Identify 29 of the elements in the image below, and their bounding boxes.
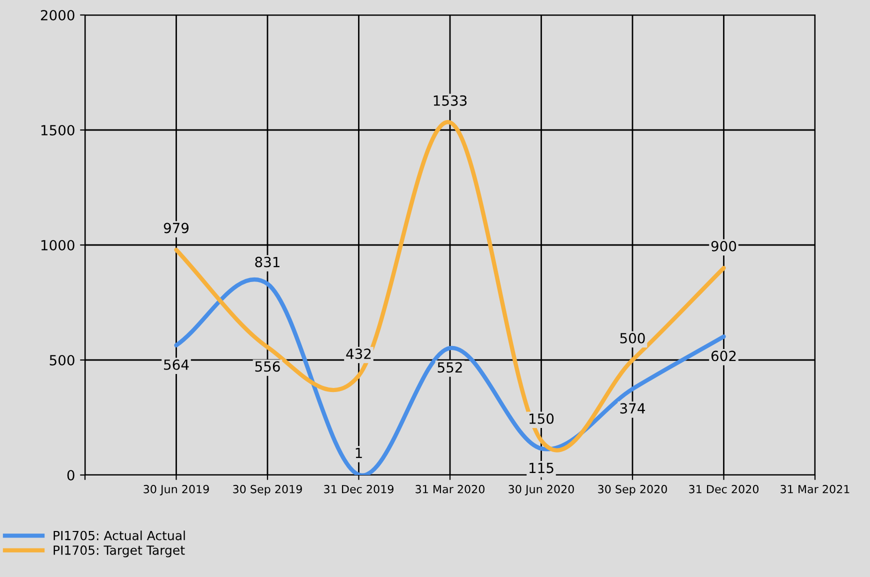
y-tick-label: 1500 [41, 124, 74, 136]
data-label: 115 [530, 462, 554, 474]
x-tick-label: 31 Mar 2021 [780, 484, 850, 494]
x-tick-label: 30 Jun 2020 [508, 484, 574, 496]
data-label: 552 [438, 362, 462, 373]
y-tick-label: 1000 [41, 240, 74, 250]
x-tick-label: 31 Dec 2020 [689, 484, 758, 494]
data-label: 602 [711, 350, 736, 362]
data-label: 900 [711, 240, 736, 252]
x-tick-label: 30 Jun 2019 [144, 484, 209, 496]
legend-label: PI1705: Actual Actual [54, 530, 185, 540]
y-tick-label: 0 [67, 470, 74, 480]
x-tick-label: 31 Dec 2019 [324, 484, 394, 494]
y-tick-label: 2000 [40, 10, 74, 20]
x-tick-label: 30 Sep 2019 [233, 484, 302, 496]
data-label: 1 [356, 448, 362, 458]
data-label: 432 [346, 348, 371, 360]
data-label: 831 [255, 256, 280, 268]
data-label: 564 [164, 359, 189, 370]
data-label: 556 [255, 361, 280, 372]
data-label: 150 [530, 413, 554, 424]
x-tick-label: 30 Sep 2020 [598, 484, 667, 496]
data-label: 1533 [434, 95, 467, 106]
legend-label: PI1705: Target Target [54, 545, 185, 558]
data-label: 374 [620, 403, 645, 414]
data-label: 979 [164, 222, 189, 234]
x-tick-label: 31 Mar 2020 [416, 484, 484, 494]
data-label: 500 [620, 332, 645, 344]
y-tick-label: 500 [50, 354, 74, 366]
